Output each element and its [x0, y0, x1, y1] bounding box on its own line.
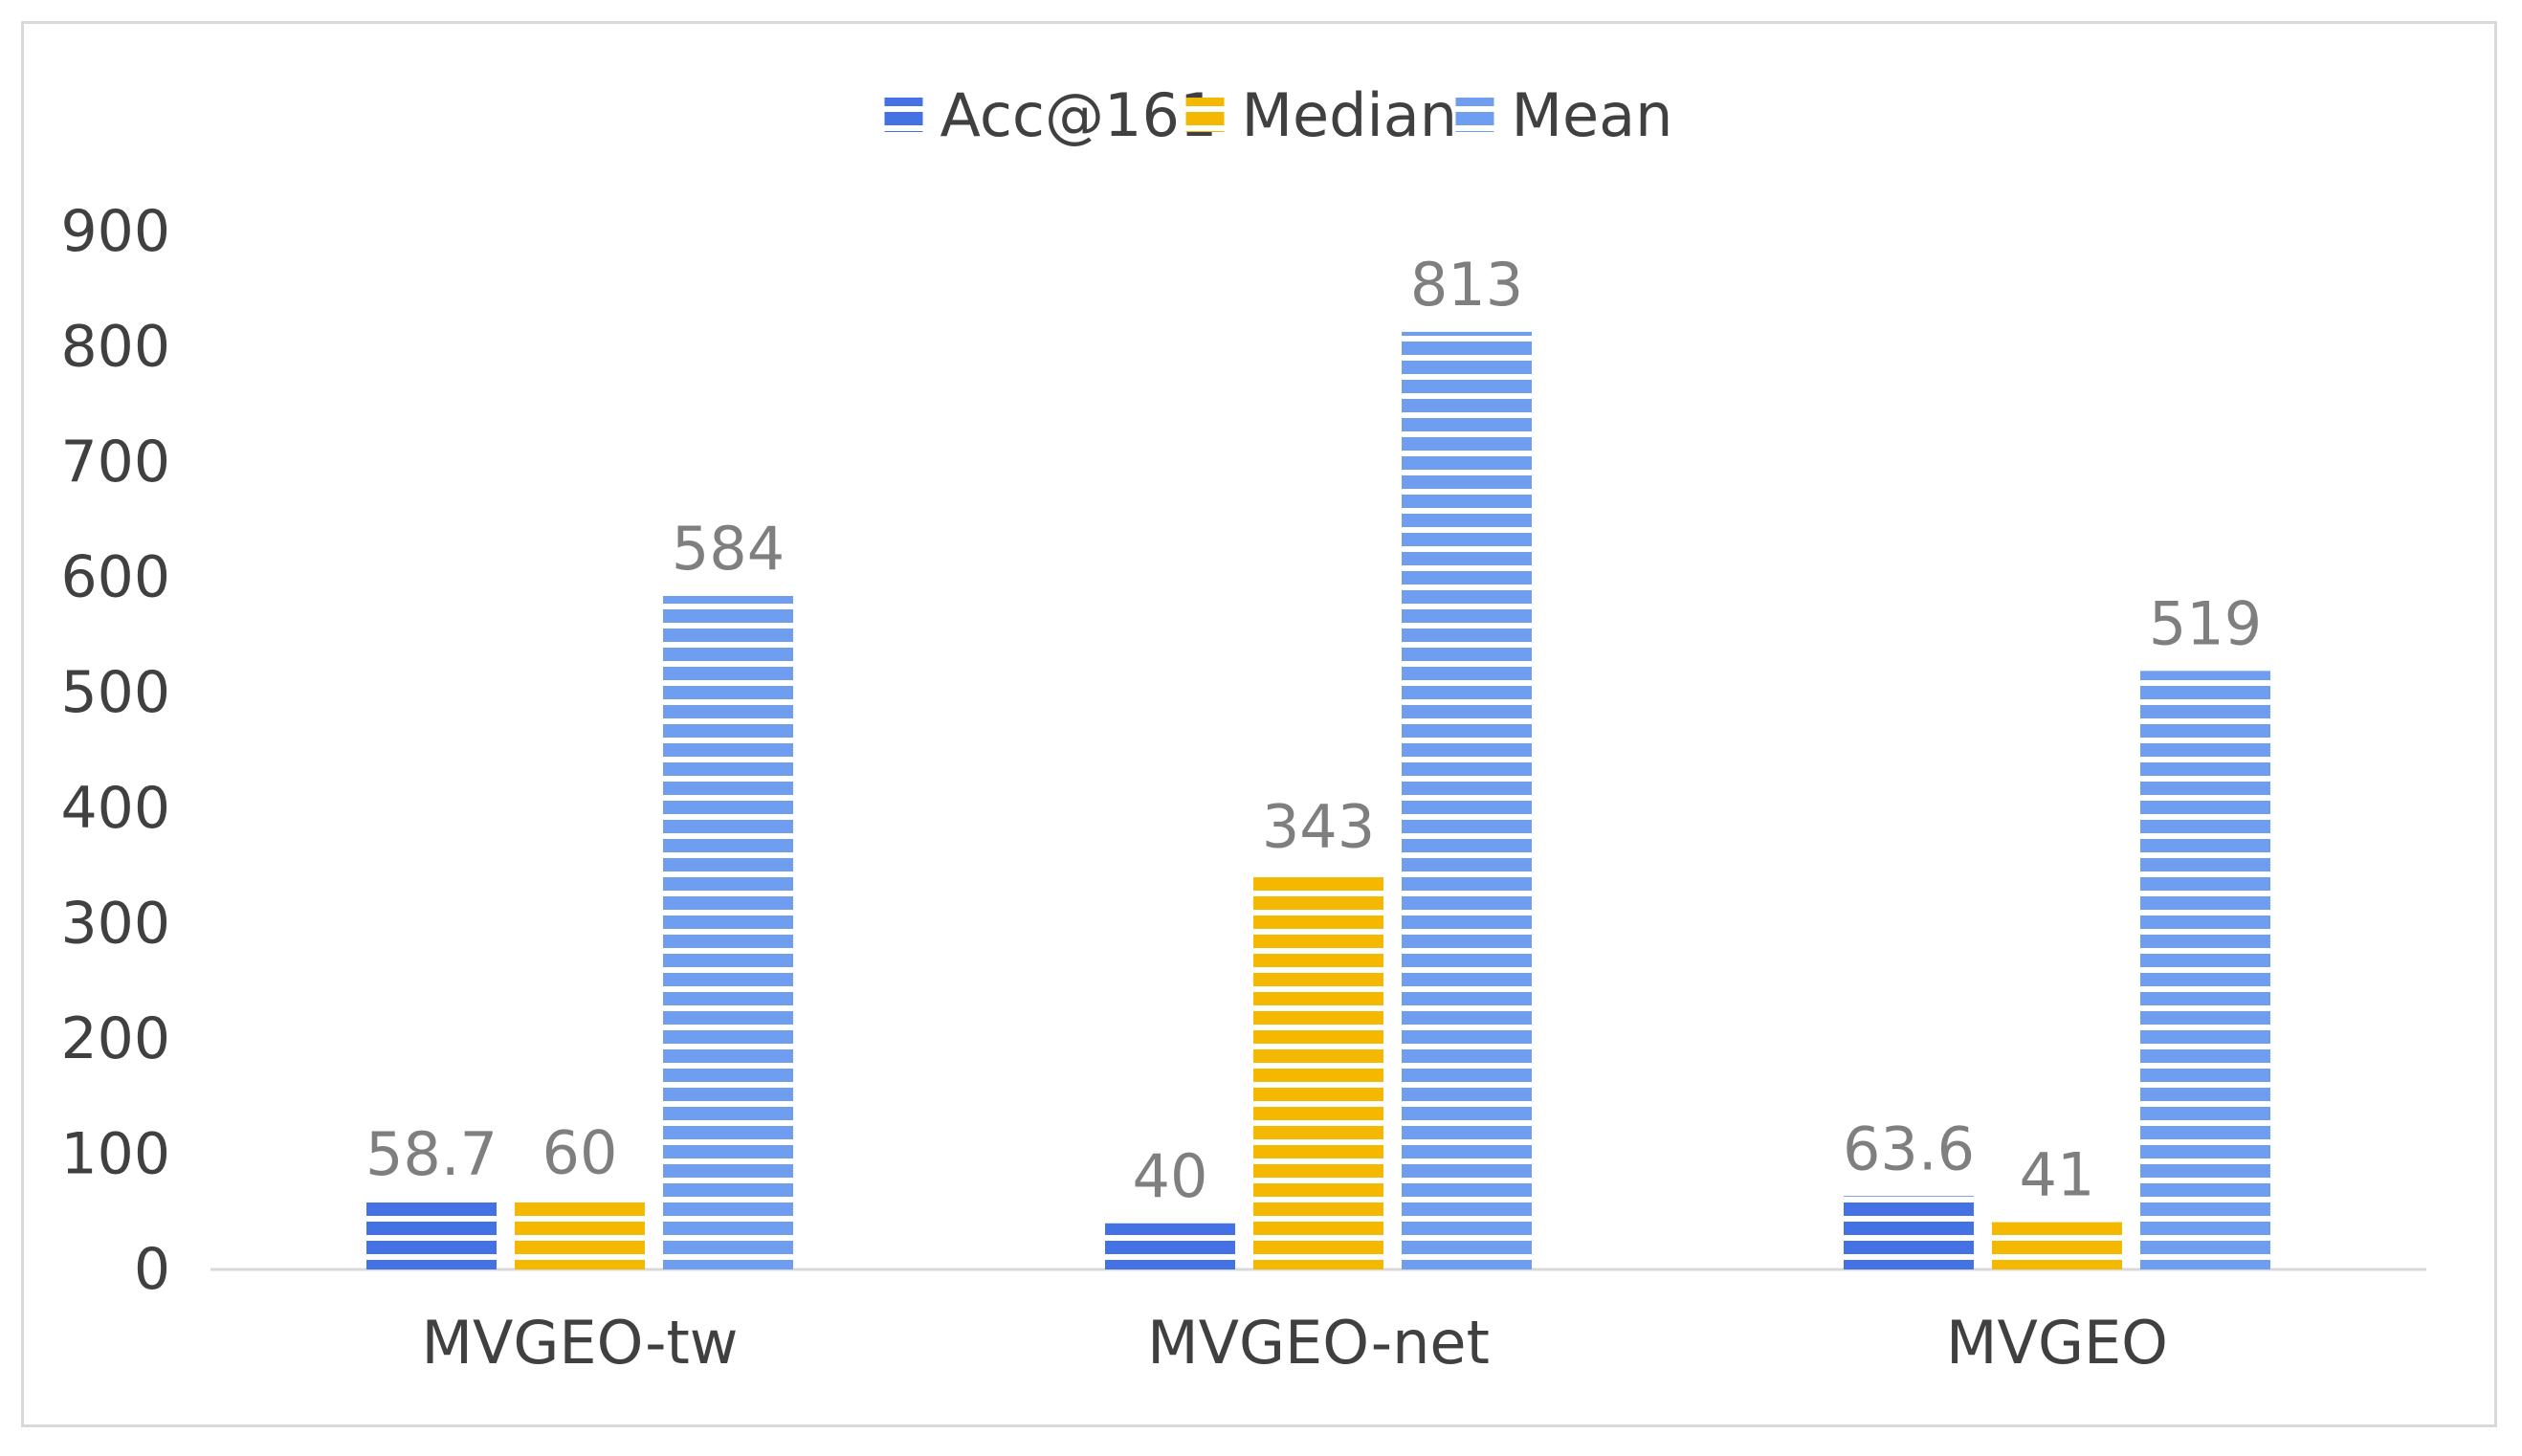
- y-tick-label: 600: [60, 544, 170, 611]
- data-label-acc-161-mvgeo: 63.6: [1843, 1114, 1975, 1183]
- legend-label-acc-161: Acc@161: [940, 80, 1218, 150]
- y-tick-label: 900: [60, 198, 170, 265]
- x-axis: MVGEO-tw MVGEO-net MVGEO: [210, 1268, 2426, 1378]
- bar-median-mvgeo: [1992, 1222, 2122, 1269]
- bars: [366, 331, 2270, 1270]
- data-label-acc-161-mvgeo-tw: 58.7: [365, 1119, 498, 1189]
- y-tick-label: 0: [134, 1236, 170, 1303]
- legend-swatch-acc-161: [884, 98, 923, 132]
- data-label-median-mvgeo: 41: [2020, 1140, 2095, 1210]
- y-tick-label: 200: [60, 1005, 170, 1072]
- y-tick-label: 300: [60, 890, 170, 957]
- y-tick-label: 700: [60, 429, 170, 496]
- data-label-mean-mvgeo-net: 813: [1410, 250, 1523, 320]
- y-axis: 0 100 200 300 400 500 600 700 800 900: [60, 198, 170, 1303]
- y-tick-label: 400: [60, 775, 170, 842]
- y-tick-label: 100: [60, 1120, 170, 1187]
- legend-swatch-mean: [1455, 98, 1494, 132]
- bar-mean-mvgeo-tw: [663, 595, 793, 1269]
- data-labels: 58.7 60 584 40 343 813 63.6 41 519: [365, 250, 2262, 1211]
- data-label-mean-mvgeo: 519: [2149, 588, 2262, 658]
- y-tick-label: 800: [60, 314, 170, 381]
- data-label-acc-161-mvgeo-net: 40: [1133, 1141, 1208, 1211]
- bar-median-mvgeo-tw: [515, 1200, 645, 1269]
- y-tick-label: 500: [60, 659, 170, 726]
- x-category-label: MVGEO-tw: [421, 1308, 738, 1378]
- bar-median-mvgeo-net: [1253, 873, 1383, 1269]
- bar-acc-161-mvgeo-net: [1105, 1223, 1235, 1269]
- x-category-label: MVGEO: [1946, 1308, 2168, 1378]
- legend-label-mean: Mean: [1512, 80, 1673, 150]
- data-label-median-mvgeo-tw: 60: [542, 1118, 618, 1188]
- data-label-mean-mvgeo-tw: 584: [672, 514, 785, 584]
- legend-swatch-median: [1185, 98, 1225, 132]
- legend: Acc@161 Median Mean: [884, 80, 1673, 150]
- x-category-label: MVGEO-net: [1147, 1308, 1490, 1378]
- legend-label-median: Median: [1242, 80, 1458, 150]
- bar-acc-161-mvgeo-tw: [366, 1202, 497, 1269]
- bar-mean-mvgeo-net: [1402, 331, 1532, 1270]
- bar-mean-mvgeo: [2140, 671, 2270, 1269]
- bar-acc-161-mvgeo: [1844, 1196, 1974, 1269]
- data-label-median-mvgeo-net: 343: [1262, 791, 1375, 861]
